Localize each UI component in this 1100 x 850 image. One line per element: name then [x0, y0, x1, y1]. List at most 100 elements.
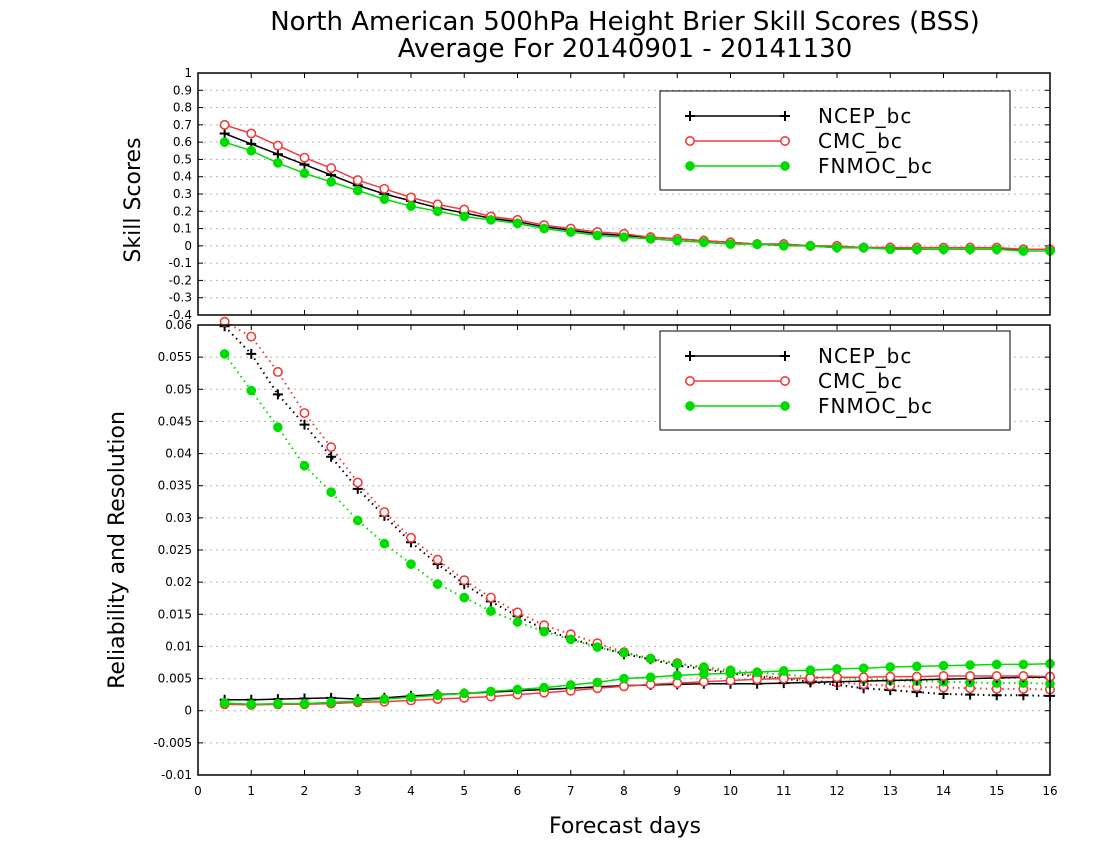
- bottom-y-tick-label-10: 0.04: [165, 447, 192, 461]
- top-point-CMC_bc-1-0: [219, 119, 230, 130]
- bottom-point-FNMOC_bc-2-13: [565, 634, 576, 645]
- bottom-point-FNMOC_bc-5-14: [592, 677, 603, 688]
- bottom-point-CMC_bc-4-28: [965, 670, 976, 681]
- bottom-x-tick-label-6: 6: [514, 784, 522, 798]
- bottom-point-CMC_bc-1-2: [272, 366, 283, 377]
- top-point-FNMOC_bc-2-9: [459, 211, 470, 222]
- top-point-FNMOC_bc-2-27: [938, 244, 949, 255]
- bottom-point-FNMOC_bc-5-3: [299, 698, 310, 709]
- bottom-point-CMC_bc-4-25: [885, 671, 896, 682]
- bottom-series-line-FNMOC_bc-2: [223, 353, 1051, 685]
- top-legend-marker-start-FNMOC_bc: [685, 161, 695, 171]
- bottom-point-FNMOC_bc-2-16: [645, 653, 656, 664]
- bottom-y-tick-label-2: 0: [184, 704, 192, 718]
- bottom-point-FNMOC_bc-2-17: [672, 658, 683, 669]
- bottom-point-CMC_bc-1-7: [405, 532, 416, 543]
- bottom-point-CMC_bc-1-9: [459, 575, 470, 586]
- top-legend-marker-end-CMC_bc: [779, 136, 790, 147]
- x-axis-label: Forecast days: [549, 814, 701, 839]
- bottom-y-tick-label-14: 0.06: [165, 318, 192, 332]
- bottom-point-NCEP_bc-0-4: [326, 451, 337, 462]
- top-point-FNMOC_bc-2-29: [991, 244, 1002, 255]
- bottom-x-tick-label-1: 1: [247, 784, 255, 798]
- bottom-x-tick-label-14: 14: [936, 784, 951, 798]
- top-y-tick-label-10: 0.6: [173, 135, 192, 149]
- chart-title-line2: Average For 20140901 - 20141130: [398, 34, 853, 64]
- top-point-FNMOC_bc-2-1: [246, 145, 257, 156]
- bottom-point-FNMOC_bc-2-1: [246, 385, 257, 396]
- bottom-point-CMC_bc-1-5: [352, 477, 363, 488]
- top-legend-marker-end-NCEP_bc: [780, 111, 790, 121]
- bottom-point-FNMOC_bc-5-30: [1018, 659, 1029, 670]
- top-y-tick-label-0: -0.4: [169, 308, 192, 322]
- skill-scores-panel: -0.4 -0.3 -0.2 -0.1 0 0.1 0.2 0.3 0.4 0.5 0.6 0.7 0.…: [169, 66, 1056, 322]
- bottom-x-tick-label-10: 10: [723, 784, 738, 798]
- bottom-point-FNMOC_bc-5-10: [486, 686, 496, 697]
- bottom-point-FNMOC_bc-5-4: [326, 697, 336, 708]
- bottom-point-FNMOC_bc-5-6: [379, 694, 390, 704]
- bottom-point-FNMOC_bc-5-15: [619, 673, 629, 684]
- top-point-CMC_bc-1-7: [405, 192, 416, 203]
- bottom-x-tick-label-12: 12: [829, 784, 844, 798]
- bottom-x-tick-label-7: 7: [567, 784, 575, 798]
- bottom-x-tick-label-13: 13: [883, 784, 898, 798]
- bottom-y-tick-label-0: -0.01: [161, 768, 192, 782]
- bottom-point-FNMOC_bc-2-0: [219, 349, 230, 359]
- bottom-point-FNMOC_bc-2-9: [459, 592, 470, 603]
- bottom-point-CMC_bc-4-23: [831, 672, 842, 683]
- bottom-point-FNMOC_bc-2-4: [326, 487, 336, 497]
- bottom-point-CMC_bc-1-10: [485, 592, 496, 603]
- bottom-point-FNMOC_bc-5-23: [832, 664, 842, 674]
- bottom-legend-marker-start-NCEP_bc: [685, 351, 695, 361]
- bottom-point-FNMOC_bc-5-26: [912, 661, 922, 672]
- bottom-x-tick-label-15: 15: [989, 784, 1004, 798]
- bottom-point-FNMOC_bc-5-19: [725, 668, 736, 679]
- bottom-point-NCEP_bc-0-2: [272, 389, 283, 400]
- top-point-FNMOC_bc-2-19: [725, 239, 736, 249]
- top-point-FNMOC_bc-2-23: [832, 242, 842, 253]
- bottom-y-tick-label-9: 0.035: [158, 479, 192, 493]
- bottom-point-CMC_bc-1-0: [219, 316, 230, 327]
- top-legend-marker-start-NCEP_bc: [685, 111, 695, 121]
- top-point-FNMOC_bc-2-13: [565, 227, 576, 237]
- top-point-CMC_bc-1-2: [272, 140, 283, 151]
- top-point-FNMOC_bc-2-28: [965, 244, 975, 255]
- bottom-point-FNMOC_bc-2-5: [352, 515, 363, 526]
- bottom-x-tick-label-5: 5: [460, 784, 468, 798]
- bottom-legend-marker-end-FNMOC_bc: [780, 401, 790, 411]
- top-point-CMC_bc-1-4: [326, 163, 337, 174]
- bottom-panel-y-axis-label: Reliability and Resolution: [105, 411, 130, 689]
- bottom-point-FNMOC_bc-5-24: [858, 663, 869, 674]
- bottom-x-tick-label-2: 2: [301, 784, 309, 798]
- top-point-CMC_bc-1-6: [379, 183, 390, 194]
- bottom-x-tick-label-16: 16: [1042, 784, 1057, 798]
- bottom-point-FNMOC_bc-2-7: [406, 559, 416, 569]
- top-point-FNMOC_bc-2-3: [299, 168, 310, 179]
- top-point-FNMOC_bc-2-2: [273, 158, 283, 168]
- bottom-point-FNMOC_bc-5-9: [459, 688, 470, 699]
- bottom-point-CMC_bc-1-1: [246, 331, 257, 342]
- top-point-FNMOC_bc-2-12: [539, 223, 549, 234]
- bottom-point-FNMOC_bc-2-3: [299, 460, 310, 471]
- bottom-point-CMC_bc-4-26: [911, 671, 922, 682]
- bottom-legend-label-CMC_bc: CMC_bc: [818, 369, 903, 393]
- bottom-point-FNMOC_bc-2-10: [486, 606, 496, 616]
- top-point-FNMOC_bc-2-15: [619, 232, 629, 243]
- bottom-y-tick-label-3: 0.005: [158, 672, 192, 686]
- bottom-point-FNMOC_bc-2-11: [512, 617, 523, 627]
- top-y-tick-label-9: 0.5: [173, 152, 192, 166]
- bottom-point-FNMOC_bc-5-8: [432, 690, 443, 701]
- top-legend-label-CMC_bc: CMC_bc: [818, 129, 903, 153]
- bottom-point-FNMOC_bc-5-1: [246, 699, 257, 710]
- top-legend-marker-end-FNMOC_bc: [780, 161, 790, 171]
- bottom-point-FNMOC_bc-2-6: [379, 538, 390, 549]
- top-point-FNMOC_bc-2-5: [352, 185, 363, 196]
- bottom-point-NCEP_bc-0-1: [246, 348, 257, 359]
- top-point-FNMOC_bc-2-6: [379, 194, 390, 205]
- top-y-tick-label-8: 0.4: [173, 170, 192, 184]
- bottom-point-NCEP_bc-0-3: [299, 419, 310, 430]
- reliability-resolution-panel: -0.01 -0.005 0 0.005 0.01 0.015 0.02 0.025 0.03 0…: [153, 316, 1058, 798]
- bottom-point-FNMOC_bc-5-2: [273, 698, 283, 709]
